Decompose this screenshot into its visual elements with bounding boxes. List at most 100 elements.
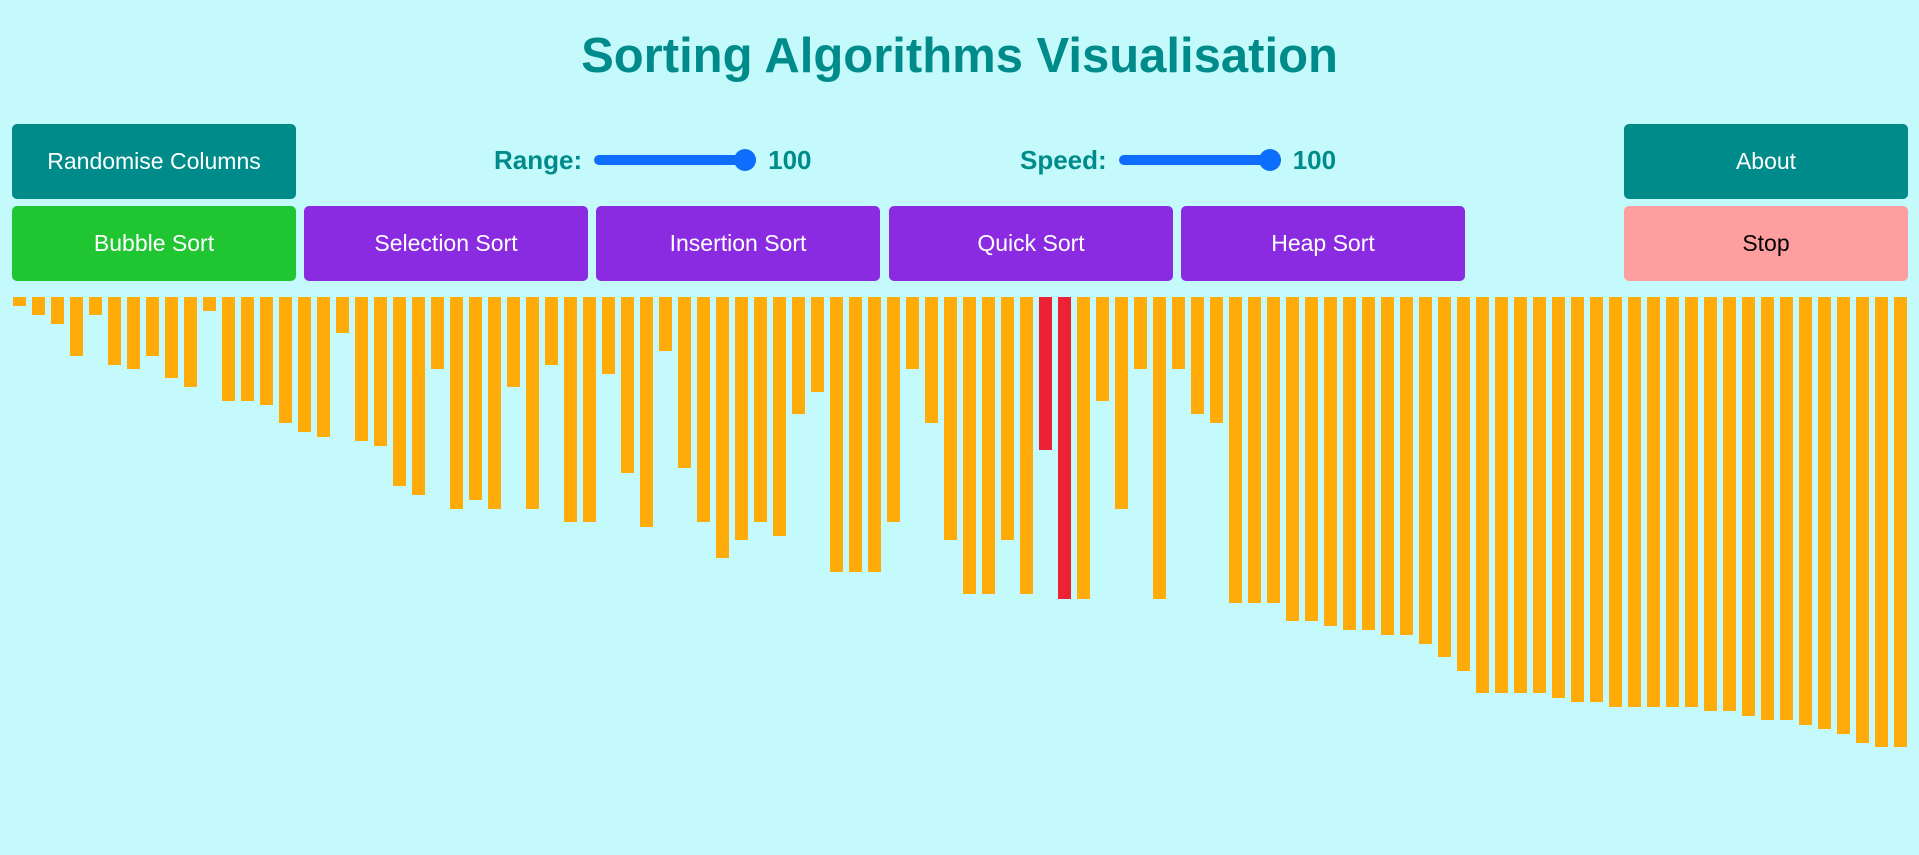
column-bar	[1058, 297, 1071, 599]
column-bar	[1533, 297, 1546, 693]
speed-slider-track[interactable]	[1118, 155, 1281, 165]
column-bar	[1875, 297, 1888, 747]
bubble-sort-button[interactable]: Bubble Sort	[12, 206, 296, 281]
column-bar	[241, 297, 254, 401]
column-bar	[944, 297, 957, 540]
column-bar	[1191, 297, 1204, 414]
column-bar	[488, 297, 501, 509]
column-bar	[1267, 297, 1280, 603]
insertion-sort-button[interactable]: Insertion Sort	[596, 206, 880, 281]
column-bar	[1324, 297, 1337, 626]
columns-area	[13, 297, 1909, 757]
speed-control: Speed: 100	[1020, 140, 1336, 180]
column-bar	[1495, 297, 1508, 693]
column-bar	[1438, 297, 1451, 657]
column-bar	[1400, 297, 1413, 635]
column-bar	[640, 297, 653, 527]
column-bar	[108, 297, 121, 365]
column-bar	[1571, 297, 1584, 702]
column-bar	[1780, 297, 1793, 720]
column-bar	[887, 297, 900, 522]
column-bar	[754, 297, 767, 522]
column-bar	[678, 297, 691, 468]
column-bar	[1210, 297, 1223, 423]
column-bar	[393, 297, 406, 486]
column-bar	[1039, 297, 1052, 450]
about-button[interactable]: About	[1624, 124, 1908, 199]
selection-sort-button[interactable]: Selection Sort	[304, 206, 588, 281]
column-bar	[1001, 297, 1014, 540]
range-slider-thumb[interactable]	[734, 149, 757, 171]
column-bar	[906, 297, 919, 369]
stop-button[interactable]: Stop	[1624, 206, 1908, 281]
column-bar	[127, 297, 140, 369]
column-bar	[1172, 297, 1185, 369]
range-value: 100	[768, 144, 812, 175]
column-bar	[773, 297, 786, 536]
column-bar	[203, 297, 216, 311]
column-bar	[982, 297, 995, 594]
column-bar	[925, 297, 938, 423]
page-title: Sorting Algorithms Visualisation	[581, 29, 1338, 83]
column-bar	[1552, 297, 1565, 698]
column-bar	[849, 297, 862, 572]
column-bar	[507, 297, 520, 387]
column-bar	[146, 297, 159, 356]
column-bar	[355, 297, 368, 441]
heap-sort-button[interactable]: Heap Sort	[1181, 206, 1465, 281]
column-bar	[602, 297, 615, 374]
column-bar	[1609, 297, 1622, 707]
range-slider[interactable]	[594, 149, 757, 171]
column-bar	[317, 297, 330, 437]
column-bar	[659, 297, 672, 351]
column-bar	[222, 297, 235, 401]
range-label: Range:	[494, 144, 583, 175]
column-bar	[792, 297, 805, 414]
column-bar	[1685, 297, 1698, 707]
column-bar	[336, 297, 349, 333]
column-bar	[298, 297, 311, 432]
column-bar	[1742, 297, 1755, 716]
column-bar	[1666, 297, 1679, 707]
column-bar	[1894, 297, 1907, 747]
column-bar	[279, 297, 292, 423]
column-bar	[1362, 297, 1375, 630]
column-bar	[1343, 297, 1356, 630]
column-bar	[431, 297, 444, 369]
column-bar	[32, 297, 45, 315]
column-bar	[1115, 297, 1128, 509]
column-bar	[1419, 297, 1432, 644]
column-bar	[1077, 297, 1090, 599]
speed-slider-thumb[interactable]	[1258, 149, 1281, 171]
range-slider-track[interactable]	[594, 155, 757, 165]
speed-label: Speed:	[1020, 144, 1107, 175]
column-bar	[1096, 297, 1109, 401]
column-bar	[526, 297, 539, 509]
column-bar	[374, 297, 387, 446]
column-bar	[1305, 297, 1318, 621]
column-bar	[165, 297, 178, 378]
column-bar	[469, 297, 482, 500]
column-bar	[89, 297, 102, 315]
column-bar	[1229, 297, 1242, 603]
column-bar	[1381, 297, 1394, 635]
speed-slider[interactable]	[1118, 149, 1281, 171]
column-bar	[1248, 297, 1261, 603]
column-bar	[13, 297, 26, 306]
column-bar	[621, 297, 634, 473]
column-bar	[1457, 297, 1470, 671]
column-bar	[1514, 297, 1527, 693]
column-bar	[1153, 297, 1166, 599]
column-bar	[735, 297, 748, 540]
column-bar	[1799, 297, 1812, 725]
column-bar	[564, 297, 577, 522]
column-bar	[1286, 297, 1299, 621]
column-bar	[716, 297, 729, 558]
column-bar	[1723, 297, 1736, 711]
column-bar	[1590, 297, 1603, 702]
quick-sort-button[interactable]: Quick Sort	[889, 206, 1173, 281]
speed-value: 100	[1292, 144, 1337, 175]
randomise-columns-button[interactable]: Randomise Columns	[12, 124, 296, 199]
column-bar	[963, 297, 976, 594]
column-bar	[830, 297, 843, 572]
